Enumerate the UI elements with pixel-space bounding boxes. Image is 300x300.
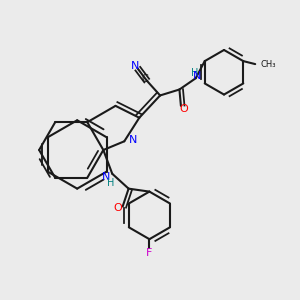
- Text: H: H: [107, 178, 115, 188]
- Text: N: N: [129, 135, 137, 145]
- Text: CH₃: CH₃: [261, 60, 276, 69]
- Text: N: N: [193, 71, 201, 81]
- Text: N: N: [102, 172, 110, 182]
- Text: H: H: [190, 68, 198, 79]
- Text: O: O: [179, 104, 188, 114]
- Text: F: F: [146, 248, 153, 258]
- Text: O: O: [114, 203, 123, 213]
- Text: C: C: [142, 74, 148, 84]
- Text: N: N: [131, 61, 140, 71]
